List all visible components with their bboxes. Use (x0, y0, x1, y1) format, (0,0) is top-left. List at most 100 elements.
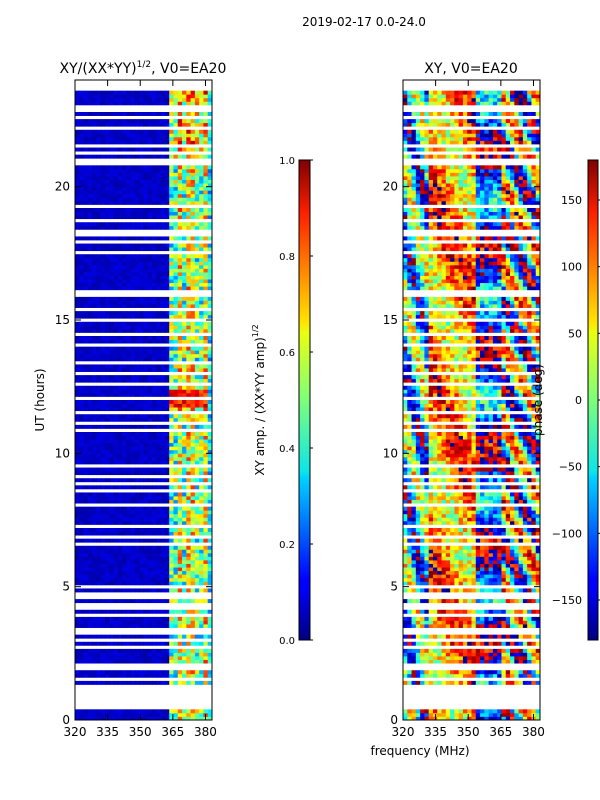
phase-cell (432, 570, 438, 575)
phase-cell (531, 624, 537, 628)
amplitude-cell (164, 147, 170, 152)
amplitude-cell (152, 119, 157, 124)
amplitude-cell (104, 556, 110, 561)
amplitude-cell (169, 165, 174, 170)
amplitude-cell (104, 581, 110, 586)
amplitude-cell (104, 641, 110, 646)
amplitude-cell (173, 403, 179, 408)
amplitude-cell (134, 119, 140, 124)
amplitude-cell (169, 112, 174, 116)
amplitude-cell (203, 147, 209, 152)
phase-cell (445, 680, 451, 685)
phase-cell (420, 556, 425, 561)
amplitude-cell (164, 122, 170, 127)
amplitude-cell (182, 286, 187, 291)
amplitude-cell (190, 268, 196, 273)
amplitude-cell (169, 496, 174, 500)
amplitude-cell (147, 563, 153, 568)
amplitude-cell (169, 567, 174, 572)
amplitude-cell (169, 353, 174, 358)
phase-cell (488, 599, 494, 604)
amplitude-cell (203, 581, 209, 586)
amplitude-cell (199, 549, 204, 554)
amplitude-cell (203, 339, 209, 344)
phase-cell (518, 670, 524, 675)
phase-cell (424, 574, 430, 579)
amplitude-cell (152, 94, 157, 99)
amplitude-cell (100, 439, 106, 444)
amplitude-cell (194, 279, 200, 284)
phase-row (403, 709, 540, 714)
phase-cell (505, 588, 511, 593)
amplitude-cell (79, 112, 84, 116)
amplitude-cell (122, 154, 127, 159)
amplitude-cell (177, 94, 183, 99)
amplitude-cell (96, 652, 102, 657)
amplitude-cell (126, 286, 132, 291)
amplitude-cell (147, 432, 153, 436)
phase-cell (475, 709, 481, 714)
amplitude-cell (92, 556, 97, 561)
amplitude-cell (109, 659, 114, 664)
phase-cell (471, 624, 477, 628)
phase-cell (497, 599, 502, 604)
phase-cell (445, 556, 451, 561)
amplitude-cell (156, 552, 162, 557)
amplitude-cell (75, 652, 80, 657)
amplitude-cell (139, 400, 144, 404)
phase-cell (535, 712, 540, 717)
amplitude-cell (156, 432, 162, 436)
amplitude-cell (169, 563, 174, 568)
amplitude-cell (126, 407, 132, 412)
amplitude-cell (190, 506, 196, 511)
amplitude-cell (113, 243, 119, 248)
amplitude-cell (164, 560, 170, 564)
phase-cell (403, 634, 408, 639)
amplitude-cell (160, 599, 166, 604)
phase-cell (514, 567, 519, 572)
amplitude-cell (182, 485, 187, 490)
amplitude-cell (126, 346, 132, 351)
phase-cell (471, 712, 477, 717)
amplitude-cell (104, 168, 110, 173)
amplitude-cell (156, 588, 162, 593)
amplitude-cell (113, 471, 119, 476)
amplitude-cell (100, 520, 106, 525)
amplitude-cell (186, 552, 191, 557)
amplitude-cell (156, 574, 162, 579)
amplitude-cell (173, 378, 179, 383)
amplitude-cell (164, 208, 170, 212)
amplitude-cell (113, 165, 119, 170)
phase-cell (403, 570, 408, 575)
amplitude-cell (83, 350, 89, 355)
phase-cell (510, 712, 515, 717)
amplitude-cell (117, 560, 123, 564)
amplitude-cell (182, 513, 187, 518)
phase-cell (535, 634, 540, 639)
amplitude-cell (169, 659, 174, 664)
phase-cell (415, 616, 421, 621)
amplitude-cell (190, 567, 196, 572)
amplitude-cell (117, 357, 123, 362)
phase-cell (441, 620, 447, 625)
phase-cell (462, 588, 468, 593)
amplitude-row (75, 432, 212, 436)
amplitude-cell (96, 165, 102, 170)
phase-cell (501, 616, 507, 621)
amplitude-cell (79, 140, 84, 145)
amplitude-cell (182, 446, 187, 451)
phase-cell (424, 648, 430, 653)
amplitude-cell (87, 208, 93, 212)
amplitude-cell (194, 336, 200, 340)
amplitude-cell (169, 119, 174, 124)
amplitude-cell (79, 247, 84, 252)
amplitude-cell (164, 165, 170, 170)
amplitude-cell (160, 215, 166, 220)
amplitude-cell (203, 624, 209, 628)
amplitude-cell (182, 264, 187, 269)
amplitude-cell (139, 673, 144, 678)
amplitude-cell (139, 652, 144, 657)
amplitude-cell (169, 122, 174, 127)
phase-cell (492, 670, 498, 675)
amplitude-cell (104, 634, 110, 639)
